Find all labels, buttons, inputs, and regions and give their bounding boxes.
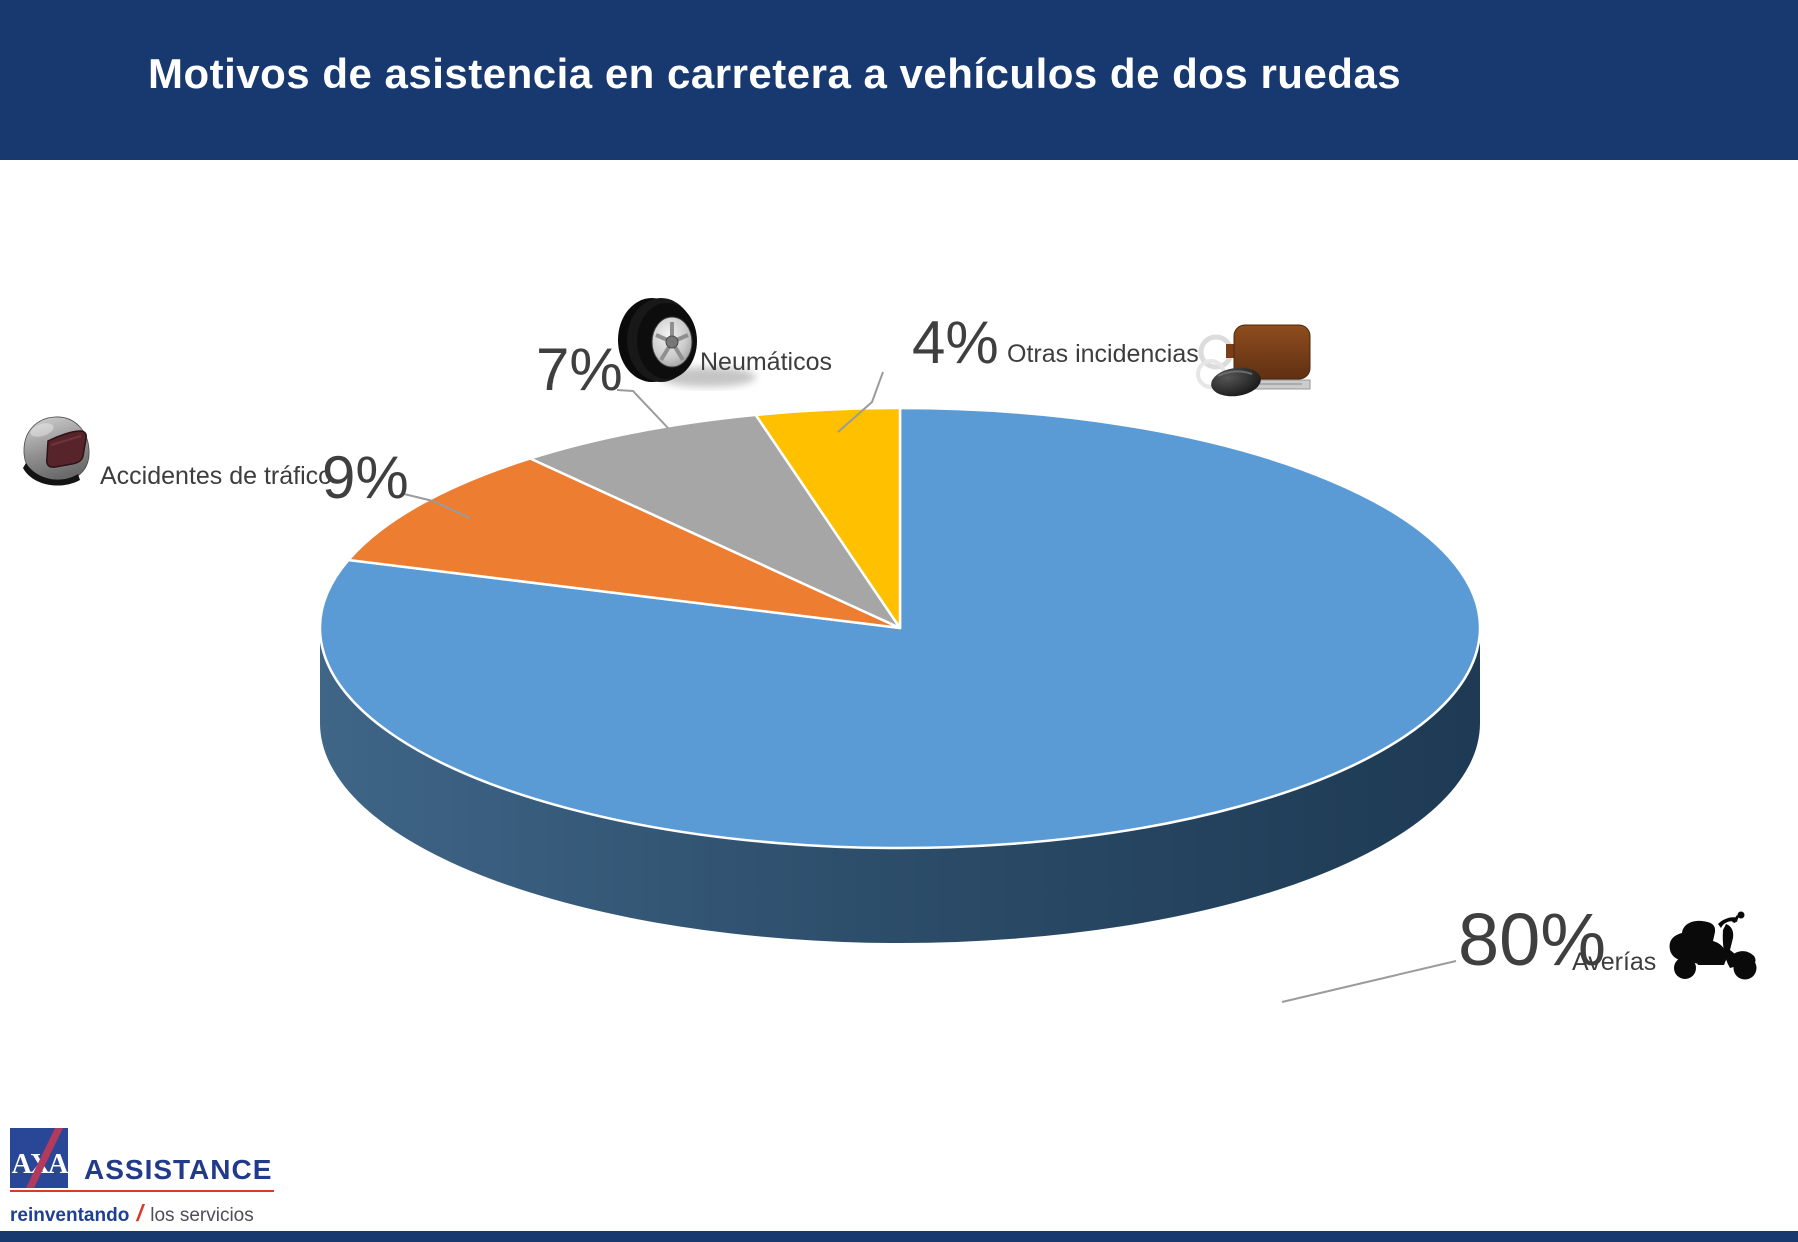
callout-label-averias: Averías: [1572, 948, 1657, 976]
tagline-rest: los servicios: [150, 1205, 254, 1226]
leader-lines: [403, 371, 1457, 1003]
motorcycle-helmet-icon: [23, 416, 90, 486]
page-title: Motivos de asistencia en carretera a veh…: [148, 50, 1402, 97]
leader-line-neumaticos: [616, 389, 669, 429]
leader-line-accidentes: [403, 493, 471, 519]
tire-icon: [618, 298, 756, 387]
callout-label-otras: Otras incidencias: [1007, 340, 1199, 368]
bottom-bar: [0, 1231, 1798, 1242]
pie-slice-accidentes-de-trafico: [347, 457, 902, 630]
axa-logo: AXA: [10, 1128, 68, 1188]
leader-line-otras: [837, 371, 884, 433]
callout-label-neumaticos: Neumáticos: [700, 348, 832, 376]
pie-slice-otras-incidencias: [754, 406, 902, 630]
tagline-slash-icon: /: [136, 1200, 143, 1226]
callout-pct-accidentes: 9%: [322, 444, 409, 511]
callout-label-accidentes: Accidentes de tráfico: [100, 462, 333, 490]
assistance-wordmark: ASSISTANCE: [84, 1154, 273, 1185]
tagline-bold: reinventando: [10, 1205, 130, 1226]
leader-line-averias: [1281, 960, 1457, 1003]
car-key-icon: [1196, 324, 1311, 397]
scooter-icon: [1669, 911, 1757, 980]
logo-tagline: reinventando / los servicios: [10, 1200, 254, 1227]
pie-side-3d: [320, 628, 1480, 943]
callout-pct-averias: 80%: [1458, 898, 1607, 981]
pie-slice-neumaticos: [529, 413, 902, 630]
callout-pct-neumaticos: 7%: [536, 336, 623, 403]
title-bar: Motivos de asistencia en carretera a veh…: [0, 0, 1798, 160]
callout-pct-otras: 4%: [912, 309, 999, 376]
pie-slice-averias: [318, 406, 1482, 850]
logo-rule: [10, 1190, 274, 1192]
